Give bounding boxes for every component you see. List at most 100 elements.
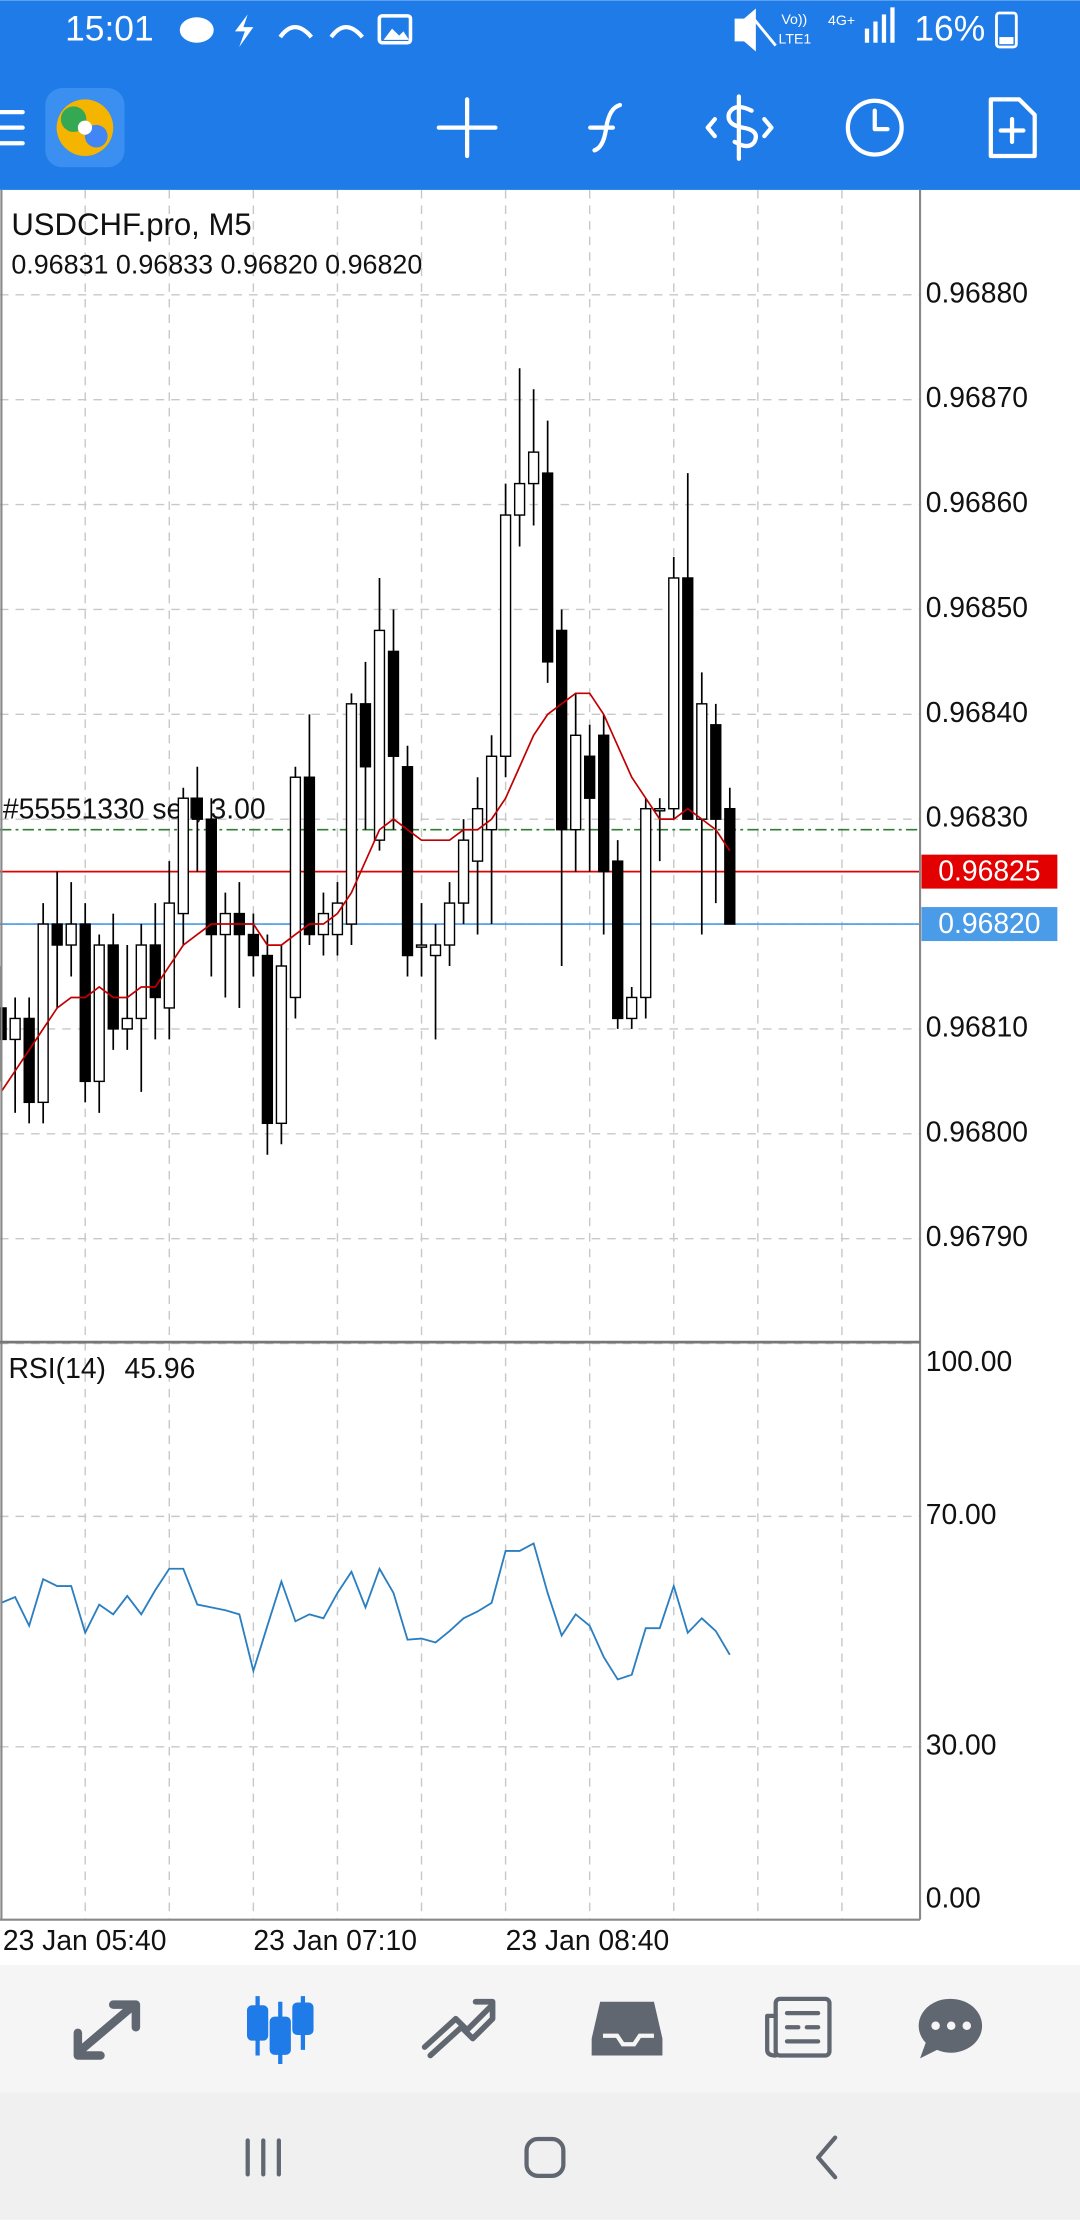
candle-body — [724, 807, 736, 925]
x-tick-label: 23 Jan 07:10 — [253, 1924, 417, 1956]
status-battery: 16% — [914, 10, 985, 49]
y-tick-label: 0.96800 — [926, 1115, 1028, 1147]
candle-body — [485, 755, 498, 831]
candle-body — [626, 996, 638, 1020]
candle-body — [23, 1017, 35, 1104]
chart-tab[interactable] — [246, 1996, 314, 2065]
home-button[interactable] — [524, 2136, 566, 2178]
bottom-nav — [0, 1964, 1080, 2093]
history-tab[interactable] — [591, 2001, 663, 2056]
app-logo[interactable] — [45, 88, 125, 168]
x-tick-label: 23 Jan 05:40 — [3, 1924, 167, 1956]
candle-body — [654, 807, 666, 812]
price-tag — [921, 907, 1058, 942]
price-tag — [921, 854, 1058, 889]
new-order-button[interactable] — [988, 97, 1037, 159]
candle-body — [640, 807, 652, 999]
candle-body — [612, 860, 624, 1020]
candle-body — [247, 933, 260, 957]
candle-body — [345, 703, 358, 925]
candle-body — [121, 1017, 133, 1030]
trade-button[interactable] — [705, 94, 774, 161]
candle-body — [177, 797, 189, 915]
status-lte: LTE1 — [779, 31, 812, 47]
recents-button[interactable] — [245, 2138, 281, 2177]
candle-body — [191, 797, 203, 820]
y-tick-label: 0.96810 — [926, 1010, 1028, 1042]
moving-average — [0, 692, 731, 1093]
candle-body — [373, 629, 386, 841]
candle-body — [710, 724, 722, 820]
back-button[interactable] — [816, 2135, 838, 2180]
price-tag-label: 0.96825 — [938, 855, 1040, 887]
candle-body — [65, 923, 77, 946]
candle-body — [387, 650, 400, 757]
rsi-title: RSI(14) — [8, 1352, 106, 1384]
y-tick-label: 0.96870 — [926, 381, 1028, 413]
candle-body — [331, 902, 344, 936]
candle-body — [541, 472, 554, 663]
candle-body — [415, 944, 428, 948]
candle-body — [696, 703, 708, 820]
candle-body — [303, 776, 316, 936]
rsi-line — [0, 1542, 731, 1681]
candle-body — [289, 776, 302, 999]
candle-body — [51, 923, 63, 946]
status-network: 4G+ — [828, 12, 855, 28]
candle-body — [682, 577, 694, 820]
y-tick-label: 0.96790 — [926, 1220, 1028, 1252]
y-tick-label: 70.00 — [926, 1498, 997, 1530]
y-tick-label: 0.96860 — [926, 486, 1028, 518]
y-tick-label: 0.96880 — [926, 276, 1028, 308]
plot-area: #55551330 sell, 3.00 — [0, 189, 922, 1921]
system-nav — [0, 2092, 1080, 2220]
status-volte: Vo)) — [781, 11, 807, 27]
candle-body — [261, 954, 274, 1125]
rsi-value: 45.96 — [125, 1352, 196, 1384]
candle-body — [107, 944, 119, 1030]
y-tick-label: 0.96850 — [926, 591, 1028, 623]
candle-body — [163, 902, 175, 1009]
news-tab[interactable] — [765, 1996, 832, 2058]
menu-button[interactable] — [0, 109, 25, 146]
status-time: 15:01 — [65, 10, 154, 49]
candle-body — [429, 944, 442, 957]
candle-body — [401, 766, 414, 957]
candle-body — [37, 923, 49, 1104]
crosshair-button[interactable] — [436, 97, 498, 159]
candle-body — [471, 807, 484, 862]
candle-body — [443, 902, 456, 946]
candle-body — [499, 514, 512, 757]
candle-body — [513, 482, 526, 516]
candle-body — [205, 818, 217, 936]
candle-body — [359, 703, 372, 768]
y-tick-label: 30.00 — [926, 1728, 997, 1760]
candle-body — [527, 451, 540, 485]
chart-title: USDCHF.pro, M5 — [11, 207, 251, 242]
status-icons — [179, 7, 1018, 52]
quotes-tab[interactable] — [73, 2000, 141, 2060]
candle-body — [570, 734, 582, 831]
candle-body — [457, 839, 470, 904]
trade-tab[interactable] — [421, 1998, 496, 2059]
y-tick-label: 0.96840 — [926, 696, 1028, 728]
candle-body — [135, 944, 147, 1020]
candle-body — [93, 944, 105, 1083]
y-tick-label: 0.00 — [926, 1881, 981, 1913]
y-tick-label: 0.96830 — [926, 801, 1028, 833]
x-tick-label: 23 Jan 08:40 — [506, 1924, 670, 1956]
candle-body — [598, 734, 610, 873]
price-tag-label: 0.96820 — [938, 907, 1040, 939]
candle-body — [149, 944, 161, 999]
candle-body — [584, 755, 596, 799]
period-button[interactable] — [845, 98, 904, 157]
candle-body — [79, 923, 91, 1083]
order-label: #55551330 sell, 3.00 — [3, 793, 266, 825]
candle-body — [668, 577, 680, 810]
indicators-button[interactable] — [588, 102, 623, 153]
candle-body — [275, 965, 288, 1125]
chat-tab[interactable] — [918, 1998, 983, 2059]
candle-body — [9, 1017, 21, 1041]
